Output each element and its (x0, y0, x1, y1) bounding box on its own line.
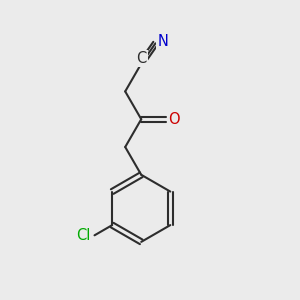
Text: N: N (158, 34, 169, 50)
Text: C: C (136, 51, 146, 66)
Text: Cl: Cl (76, 228, 90, 243)
Text: O: O (168, 112, 180, 127)
